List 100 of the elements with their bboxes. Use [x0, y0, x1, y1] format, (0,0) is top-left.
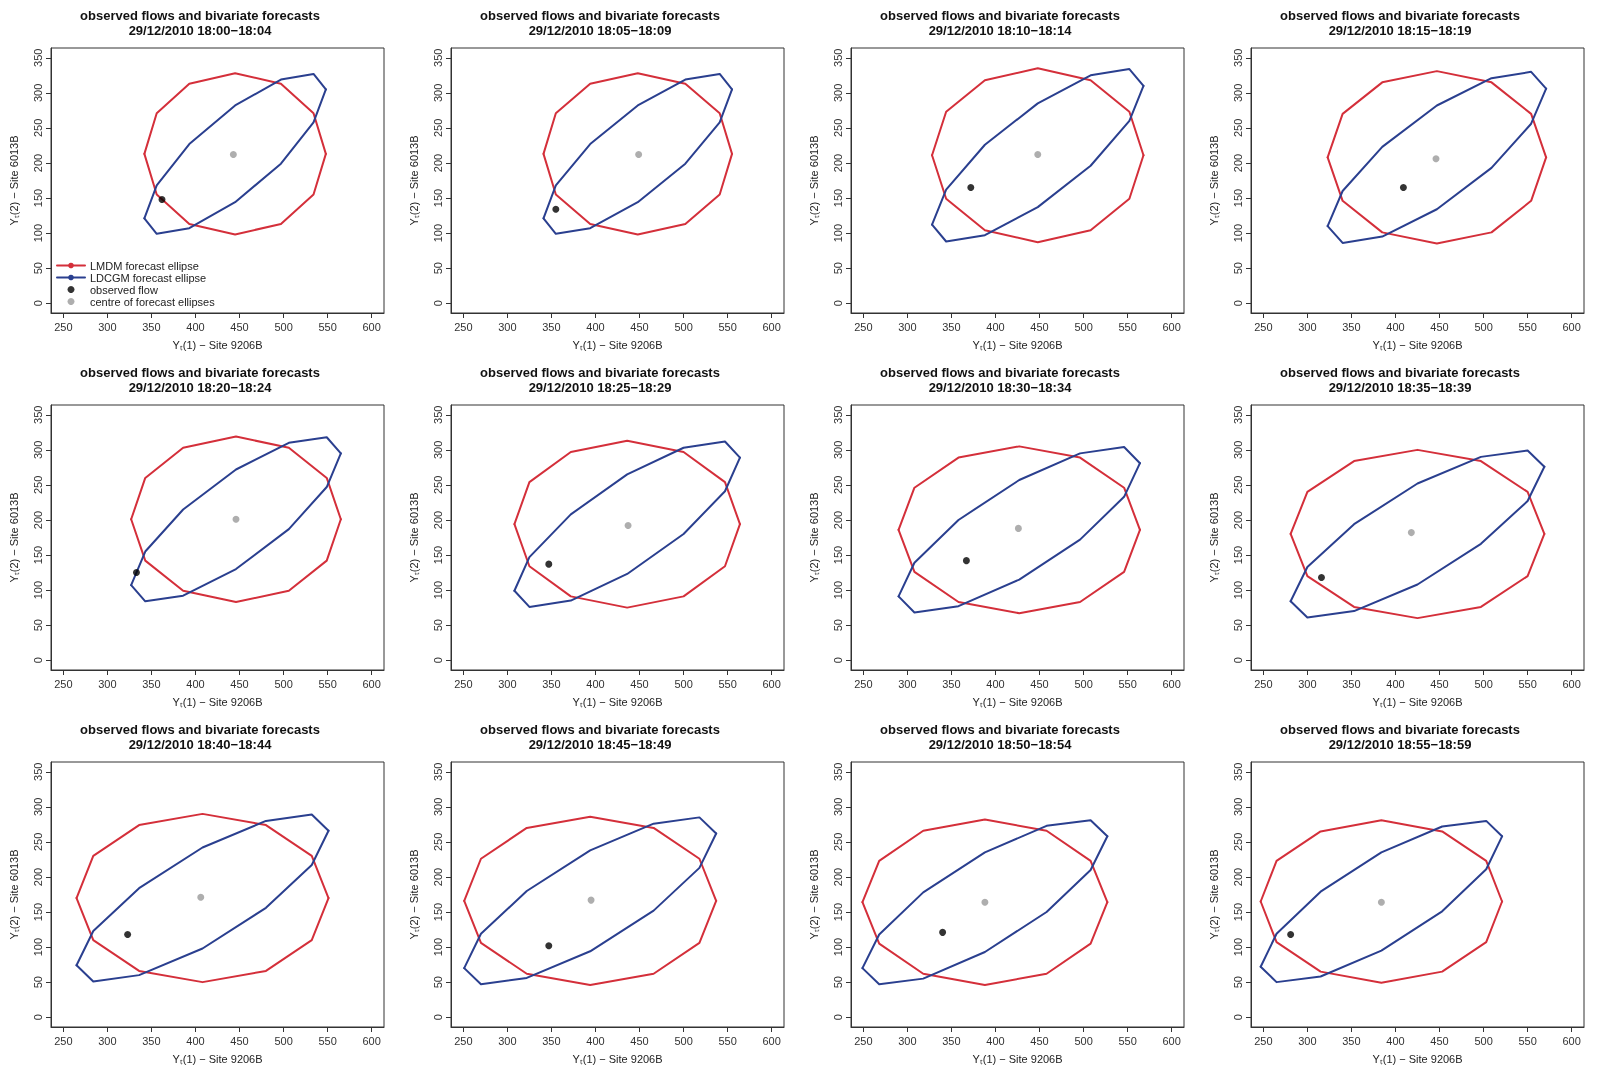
y-tick-label: 50	[431, 262, 444, 275]
y-tick-label: 250	[31, 475, 44, 495]
y-tick-label: 100	[431, 937, 444, 957]
x-tick-label: 250	[854, 320, 873, 333]
x-tick-label: 500	[274, 320, 293, 333]
x-tick-label: 250	[454, 677, 473, 690]
y-tick-label: 100	[431, 223, 444, 243]
x-axis-title: Yₜ(1) − Site 9206B	[1372, 695, 1463, 708]
y-tick-label: 50	[831, 262, 844, 275]
y-tick-label: 300	[1231, 797, 1244, 817]
chart-title: observed flows and bivariate forecasts	[480, 8, 720, 23]
chart-title: observed flows and bivariate forecasts	[480, 365, 720, 380]
y-tick-label: 150	[431, 188, 444, 208]
x-tick-label: 600	[1162, 1034, 1181, 1047]
y-tick-label: 50	[31, 976, 44, 989]
y-tick-label: 250	[831, 832, 844, 852]
y-tick-label: 350	[1231, 405, 1244, 424]
y-tick-label: 300	[831, 83, 844, 103]
x-axis-title: Yₜ(1) − Site 9206B	[572, 1052, 663, 1065]
x-tick-label: 600	[362, 320, 381, 333]
y-axis-title: Yₜ(2) − Site 6013B	[1207, 492, 1220, 583]
chart-title: observed flows and bivariate forecasts	[880, 722, 1120, 737]
legend-label: LMDM forecast ellipse	[90, 259, 199, 272]
x-tick-label: 450	[630, 320, 649, 333]
y-tick-label: 100	[31, 937, 44, 957]
x-tick-label: 400	[586, 320, 605, 333]
y-tick-label: 50	[431, 976, 444, 989]
y-tick-label: 200	[31, 510, 44, 530]
y-tick-label: 200	[831, 867, 844, 887]
y-tick-label: 300	[431, 797, 444, 817]
chart-subtitle: 29/12/2010 18:50−18:54	[928, 737, 1073, 752]
legend-label: LDCGM forecast ellipse	[90, 271, 207, 284]
y-tick-label: 350	[31, 48, 44, 67]
y-tick-label: 200	[831, 510, 844, 530]
x-tick-label: 500	[674, 1034, 693, 1047]
x-tick-label: 550	[1518, 677, 1537, 690]
y-tick-label: 250	[1231, 475, 1244, 495]
x-tick-label: 350	[142, 1034, 161, 1047]
x-tick-label: 450	[1430, 320, 1449, 333]
y-axis-title: Yₜ(2) − Site 6013B	[407, 492, 420, 583]
x-tick-label: 450	[1430, 1034, 1449, 1047]
chart-subtitle: 29/12/2010 18:45−18:49	[528, 737, 672, 752]
x-tick-label: 300	[498, 320, 517, 333]
x-tick-label: 400	[986, 320, 1005, 333]
x-tick-label: 400	[186, 1034, 205, 1047]
y-tick-label: 150	[431, 902, 444, 922]
y-tick-label: 250	[431, 832, 444, 852]
x-tick-label: 600	[362, 677, 381, 690]
chart-title: observed flows and bivariate forecasts	[880, 365, 1120, 380]
x-axis-title: Yₜ(1) − Site 9206B	[172, 1052, 263, 1065]
y-tick-label: 100	[31, 223, 44, 243]
x-tick-label: 250	[1254, 320, 1273, 333]
x-tick-label: 500	[1074, 1034, 1093, 1047]
x-tick-label: 600	[762, 677, 781, 690]
x-tick-label: 600	[1562, 677, 1581, 690]
x-tick-label: 300	[898, 320, 917, 333]
x-axis-title: Yₜ(1) − Site 9206B	[1372, 1052, 1463, 1065]
y-tick-label: 350	[431, 405, 444, 424]
chart-title: observed flows and bivariate forecasts	[480, 722, 720, 737]
x-tick-label: 450	[1430, 677, 1449, 690]
x-tick-label: 500	[1474, 1034, 1493, 1047]
y-tick-label: 250	[831, 118, 844, 138]
x-tick-label: 250	[1254, 1034, 1273, 1047]
x-tick-label: 250	[1254, 677, 1273, 690]
x-tick-label: 400	[586, 677, 605, 690]
y-tick-label: 0	[1231, 300, 1244, 307]
y-tick-label: 250	[431, 475, 444, 495]
x-tick-label: 400	[1386, 677, 1405, 690]
y-axis-title: Yₜ(2) − Site 6013B	[7, 492, 20, 583]
x-tick-label: 350	[942, 320, 961, 333]
legend-label: centre of forecast ellipses	[90, 295, 216, 308]
y-tick-label: 0	[831, 1014, 844, 1021]
y-tick-label: 0	[431, 657, 444, 664]
y-axis-title: Yₜ(2) − Site 6013B	[1207, 135, 1220, 226]
x-tick-label: 500	[1074, 677, 1093, 690]
y-tick-label: 150	[831, 545, 844, 565]
y-axis-title: Yₜ(2) − Site 6013B	[7, 135, 20, 226]
x-tick-label: 350	[942, 677, 961, 690]
x-tick-label: 300	[98, 320, 117, 333]
x-tick-label: 500	[674, 320, 693, 333]
chart-title: observed flows and bivariate forecasts	[80, 8, 320, 23]
chart-subtitle: 29/12/2010 18:55−18:59	[1328, 737, 1472, 752]
y-tick-label: 200	[431, 510, 444, 530]
y-axis-title: Yₜ(2) − Site 6013B	[7, 849, 20, 940]
y-tick-label: 50	[831, 619, 844, 632]
y-tick-label: 300	[431, 83, 444, 103]
y-tick-label: 350	[831, 405, 844, 424]
x-tick-label: 500	[1074, 320, 1093, 333]
x-tick-label: 300	[1298, 677, 1317, 690]
chart-subtitle: 29/12/2010 18:15−18:19	[1328, 23, 1472, 38]
x-tick-label: 350	[942, 1034, 961, 1047]
y-tick-label: 50	[1231, 976, 1244, 989]
x-tick-label: 600	[362, 1034, 381, 1047]
x-tick-label: 550	[1518, 320, 1537, 333]
x-tick-label: 600	[1562, 1034, 1581, 1047]
y-tick-label: 0	[431, 1014, 444, 1021]
x-tick-label: 350	[1342, 1034, 1361, 1047]
y-tick-label: 0	[431, 300, 444, 307]
x-axis-title: Yₜ(1) − Site 9206B	[972, 338, 1063, 351]
x-tick-label: 450	[1030, 320, 1049, 333]
